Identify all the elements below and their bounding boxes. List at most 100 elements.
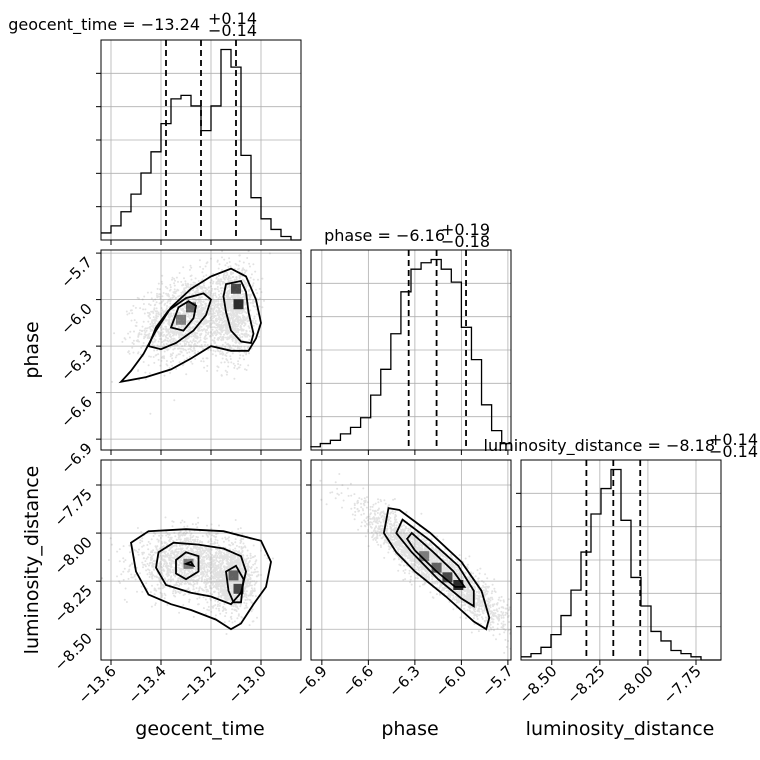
- scatter-point: [133, 319, 136, 322]
- scatter-point: [208, 549, 211, 552]
- scatter-point: [160, 328, 163, 331]
- scatter-point: [163, 562, 166, 565]
- scatter-point: [204, 322, 206, 325]
- scatter-point: [245, 332, 248, 335]
- scatter-point: [163, 563, 166, 566]
- scatter-point: [148, 303, 150, 306]
- scatter-point: [172, 337, 175, 340]
- scatter-point: [180, 569, 183, 571]
- scatter-point: [203, 337, 206, 340]
- scatter-point: [185, 349, 188, 352]
- scatter-point: [216, 304, 219, 307]
- scatter-point: [161, 559, 164, 562]
- scatter-point: [200, 302, 203, 305]
- scatter-point: [177, 347, 179, 350]
- scatter-point: [184, 560, 187, 563]
- scatter-point: [218, 602, 221, 605]
- scatter-point: [210, 285, 213, 288]
- scatter-point: [171, 296, 174, 299]
- scatter-point: [198, 552, 201, 555]
- scatter-point: [218, 556, 221, 559]
- scatter-point: [164, 555, 167, 558]
- scatter-point: [228, 303, 231, 306]
- scatter-point: [185, 531, 188, 534]
- scatter-point: [167, 323, 170, 326]
- scatter-point: [191, 558, 194, 561]
- scatter-point: [180, 562, 183, 565]
- scatter-point: [178, 331, 181, 334]
- scatter-point: [180, 324, 183, 327]
- scatter-point: [182, 354, 185, 357]
- scatter-point: [238, 274, 241, 277]
- scatter-point: [181, 364, 184, 367]
- scatter-point: [196, 320, 199, 322]
- scatter-point: [236, 316, 239, 319]
- scatter-point: [252, 263, 255, 266]
- scatter-point: [183, 561, 186, 564]
- scatter-point: [229, 334, 232, 337]
- scatter-point: [219, 574, 221, 577]
- scatter-point: [208, 312, 211, 315]
- scatter-point: [161, 558, 164, 561]
- scatter-point: [239, 605, 242, 608]
- scatter-point: [254, 595, 257, 598]
- scatter-point: [197, 289, 199, 292]
- scatter-point: [165, 530, 168, 533]
- scatter-point: [146, 573, 149, 576]
- scatter-point: [197, 546, 200, 549]
- scatter-point: [148, 562, 151, 565]
- scatter-point: [226, 278, 229, 281]
- scatter-point: [224, 369, 227, 372]
- scatter-point: [128, 352, 131, 355]
- scatter-point: [215, 566, 218, 569]
- scatter-point: [200, 304, 202, 307]
- scatter-point: [162, 584, 165, 587]
- scatter-point: [191, 333, 194, 335]
- scatter-point: [230, 314, 233, 317]
- scatter-point: [216, 365, 219, 368]
- scatter-point: [130, 573, 133, 576]
- scatter-point: [230, 314, 233, 317]
- scatter-point: [152, 565, 155, 568]
- scatter-point: [224, 323, 227, 326]
- scatter-point: [232, 323, 235, 326]
- scatter-point: [172, 360, 175, 362]
- scatter-point: [219, 310, 222, 313]
- scatter-point: [204, 310, 207, 313]
- scatter-point: [240, 319, 242, 322]
- scatter-point: [245, 312, 248, 315]
- scatter-point: [166, 337, 169, 340]
- scatter-point: [165, 564, 168, 567]
- scatter-point: [250, 610, 253, 613]
- scatter-point: [194, 352, 197, 355]
- scatter-point: [198, 309, 201, 312]
- scatter-point: [216, 556, 218, 559]
- scatter-point: [138, 548, 140, 551]
- scatter-point: [194, 569, 197, 572]
- scatter-point: [186, 329, 189, 332]
- scatter-point: [171, 278, 173, 281]
- scatter-point: [236, 313, 239, 315]
- scatter-point: [206, 578, 208, 581]
- scatter-point: [141, 330, 144, 332]
- scatter-point: [225, 538, 227, 541]
- scatter-point: [165, 343, 168, 346]
- scatter-point: [171, 328, 174, 331]
- scatter-point: [142, 557, 145, 560]
- scatter-point: [237, 331, 240, 334]
- scatter-point: [222, 571, 225, 573]
- scatter-point: [212, 300, 214, 303]
- scatter-point: [157, 332, 160, 335]
- scatter-point: [249, 557, 252, 560]
- scatter-point: [149, 591, 152, 594]
- scatter-point: [227, 336, 229, 339]
- scatter-point: [149, 573, 152, 576]
- scatter-point: [258, 305, 261, 308]
- scatter-point: [156, 549, 159, 552]
- scatter-point: [213, 590, 216, 593]
- scatter-point: [197, 315, 200, 318]
- scatter-point: [145, 557, 148, 560]
- scatter-point: [201, 541, 204, 544]
- scatter-point: [237, 311, 240, 314]
- scatter-point: [202, 559, 205, 562]
